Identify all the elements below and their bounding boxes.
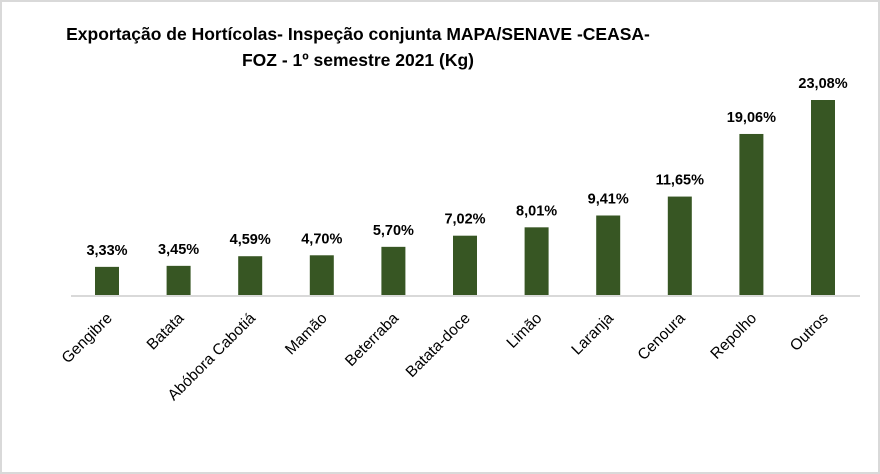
category-label-5: Batata-doce bbox=[403, 310, 474, 381]
data-label-7: 9,41% bbox=[588, 191, 629, 207]
data-label-6: 8,01% bbox=[516, 203, 557, 219]
data-label-10: 23,08% bbox=[798, 76, 847, 92]
data-label-4: 5,70% bbox=[373, 223, 414, 239]
data-label-2: 4,59% bbox=[230, 232, 271, 248]
category-label-6: Limão bbox=[504, 310, 546, 352]
category-label-1: Batata bbox=[144, 310, 188, 354]
category-label-9: Repolho bbox=[707, 310, 760, 363]
category-label-3: Mamão bbox=[282, 310, 331, 359]
bar-3 bbox=[309, 255, 334, 295]
bar-0 bbox=[95, 266, 119, 295]
bar-7 bbox=[596, 215, 621, 295]
bar-8 bbox=[667, 196, 692, 295]
bar-1 bbox=[166, 265, 191, 295]
data-label-0: 3,33% bbox=[86, 243, 127, 259]
bar-5 bbox=[453, 235, 477, 295]
category-label-10: Outros bbox=[787, 310, 832, 355]
bar-2 bbox=[238, 256, 263, 295]
category-label-4: Beterraba bbox=[342, 310, 402, 370]
data-label-3: 4,70% bbox=[301, 231, 342, 247]
chart-title-line-2: FOZ - 1º semestre 2021 (Kg) bbox=[242, 50, 474, 70]
category-label-0: Gengibre bbox=[59, 310, 116, 367]
data-label-9: 19,06% bbox=[727, 110, 776, 126]
bar-9 bbox=[739, 133, 764, 295]
bar-4 bbox=[381, 246, 406, 295]
data-label-5: 7,02% bbox=[444, 212, 485, 228]
category-label-8: Cenoura bbox=[635, 310, 689, 364]
data-label-1: 3,45% bbox=[158, 242, 199, 258]
category-label-7: Laranja bbox=[568, 310, 617, 359]
data-label-8: 11,65% bbox=[656, 173, 704, 189]
bar-6 bbox=[524, 227, 549, 295]
bar-10 bbox=[811, 100, 835, 295]
chart-title-line-1: Exportação de Hortícolas- Inspeção conju… bbox=[66, 24, 650, 44]
